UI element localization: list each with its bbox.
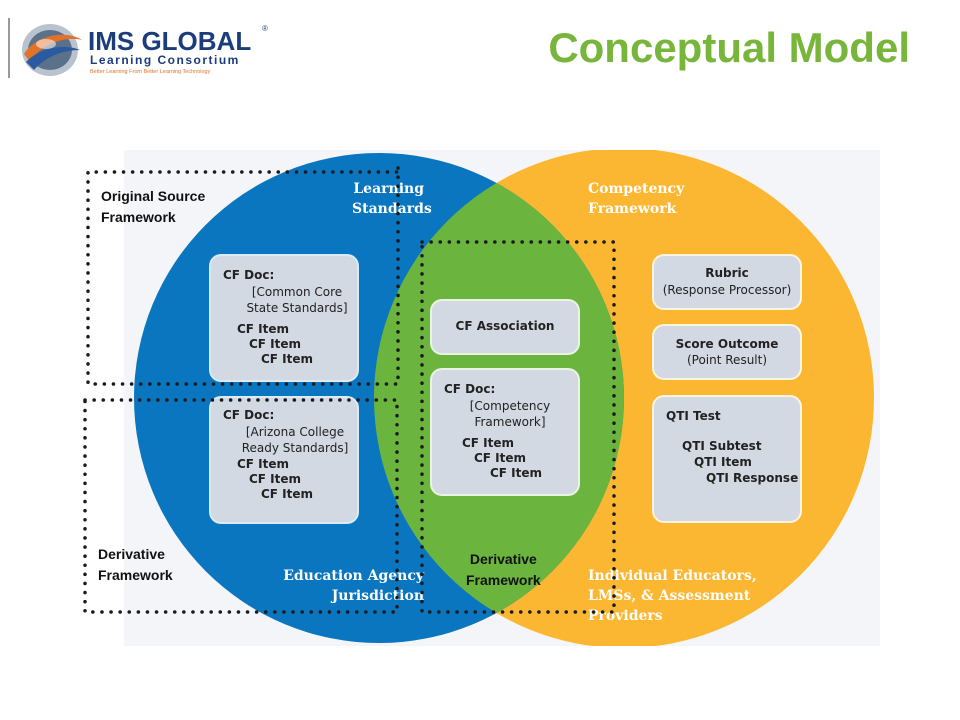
- box-title: Score Outcome: [675, 337, 779, 351]
- logo-registered-mark: ®: [262, 24, 268, 33]
- box-title: CF Doc:: [223, 408, 275, 422]
- box-item: CF Item: [249, 472, 302, 486]
- cf-doc-arizona-box: CF Doc: [Arizona College Ready Standards…: [211, 398, 357, 522]
- page-title: Conceptual Model: [548, 24, 910, 71]
- box-title: Rubric: [705, 266, 749, 280]
- box-item: CF Item: [462, 436, 515, 450]
- globe-swoosh-icon: [22, 24, 82, 76]
- box-subtitle: (Point Result): [686, 353, 768, 367]
- box-item: CF Item: [249, 337, 302, 351]
- cf-doc-common-core-box: CF Doc: [Common Core State Standards] CF…: [211, 256, 357, 380]
- original-source-framework-label: Original Source Framework: [101, 188, 206, 225]
- box-item: CF Item: [237, 457, 290, 471]
- individual-educators-label: Individual Educators, LMSs, & Assessment…: [588, 568, 757, 624]
- box-subtitle: [Common Core State Standards]: [246, 285, 348, 315]
- box-item: CF Item: [261, 352, 314, 366]
- box-item: CF Item: [261, 487, 314, 501]
- derivative-framework-center-label: Derivative Framework: [466, 551, 541, 588]
- qti-test-box: QTI Test QTI Subtest QTI Item QTI Respon…: [654, 397, 800, 521]
- box-subtitle: (Response Processor): [662, 283, 792, 297]
- box-title: CF Doc:: [444, 382, 496, 396]
- box-title: CF Association: [455, 319, 555, 333]
- learning-standards-label: Learning Standards: [352, 181, 432, 217]
- box-title: CF Doc:: [223, 268, 275, 282]
- box-item: CF Item: [237, 322, 290, 336]
- box-title: QTI Test: [666, 409, 721, 423]
- logo-main-text: IMS GLOBAL: [88, 26, 252, 56]
- ims-global-logo: IMS GLOBAL ® Learning Consortium Better …: [16, 22, 276, 82]
- box-item: CF Item: [474, 451, 527, 465]
- box-item: QTI Response: [706, 471, 799, 485]
- box-item: CF Item: [490, 466, 543, 480]
- education-agency-label: Education Agency Jurisdiction: [283, 568, 424, 604]
- cf-association-box: CF Association: [432, 301, 578, 353]
- score-outcome-box: Score Outcome (Point Result): [654, 326, 800, 378]
- derivative-framework-left-label: Derivative Framework: [98, 546, 173, 583]
- box-subtitle: [Arizona College Ready Standards]: [241, 425, 349, 455]
- competency-framework-label: Competency Framework: [588, 181, 685, 217]
- box-item: QTI Subtest: [682, 439, 762, 453]
- slide-edge-bar: [8, 18, 10, 78]
- rubric-box: Rubric (Response Processor): [654, 256, 800, 308]
- logo-sub-text: Learning Consortium: [90, 53, 240, 67]
- cf-doc-competency-box: CF Doc: [Competency Framework] CF Item C…: [432, 370, 578, 494]
- logo-tagline: Better Learning From Better Learning Tec…: [90, 69, 211, 75]
- box-item: QTI Item: [694, 455, 752, 469]
- box-subtitle: [Competency Framework]: [469, 399, 551, 429]
